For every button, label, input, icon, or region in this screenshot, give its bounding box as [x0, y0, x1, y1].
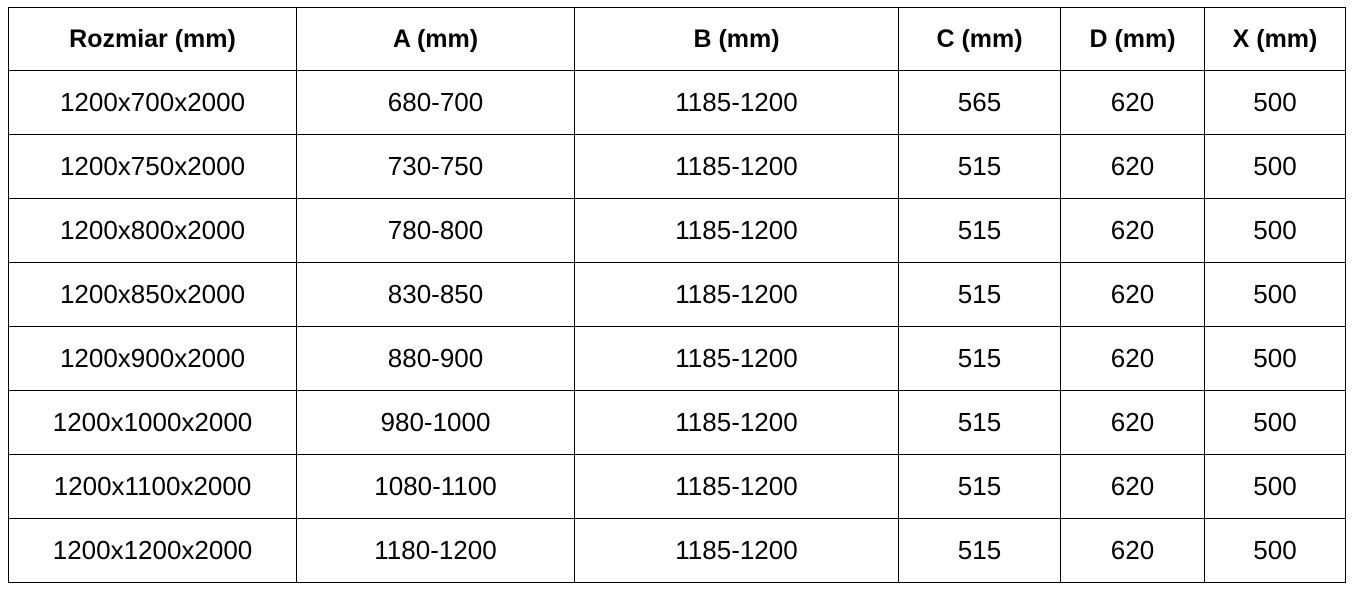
cell-size: 1200x800x2000 [8, 198, 297, 263]
cell-a: 730-750 [296, 134, 575, 199]
header-d: D (mm) [1060, 7, 1205, 71]
cell-c: 515 [898, 518, 1061, 583]
cell-a: 1180-1200 [296, 518, 575, 583]
cell-x: 500 [1204, 134, 1346, 199]
cell-x: 500 [1204, 454, 1346, 519]
cell-x: 500 [1204, 198, 1346, 263]
cell-c: 515 [898, 198, 1061, 263]
cell-b: 1185-1200 [574, 518, 899, 583]
cell-size: 1200x1100x2000 [8, 454, 297, 519]
cell-c: 515 [898, 390, 1061, 455]
cell-d: 620 [1060, 390, 1205, 455]
header-x: X (mm) [1204, 7, 1346, 71]
table-row: 1200x700x2000 680-700 1185-1200 565 620 500 [8, 70, 1346, 135]
cell-size: 1200x900x2000 [8, 326, 297, 391]
table-row: 1200x750x2000 730-750 1185-1200 515 620 500 [8, 134, 1346, 199]
cell-a: 980-1000 [296, 390, 575, 455]
cell-x: 500 [1204, 70, 1346, 135]
cell-size: 1200x750x2000 [8, 134, 297, 199]
cell-size: 1200x700x2000 [8, 70, 297, 135]
cell-b: 1185-1200 [574, 134, 899, 199]
cell-size: 1200x1000x2000 [8, 390, 297, 455]
cell-b: 1185-1200 [574, 262, 899, 327]
cell-x: 500 [1204, 518, 1346, 583]
cell-a: 1080-1100 [296, 454, 575, 519]
cell-a: 680-700 [296, 70, 575, 135]
cell-d: 620 [1060, 326, 1205, 391]
table-row: 1200x1200x2000 1180-1200 1185-1200 515 620 50… [8, 518, 1346, 583]
cell-b: 1185-1200 [574, 198, 899, 263]
table-row: 1200x1100x2000 1080-1100 1185-1200 515 620 50… [8, 454, 1346, 519]
cell-size: 1200x1200x2000 [8, 518, 297, 583]
cell-c: 515 [898, 262, 1061, 327]
cell-x: 500 [1204, 390, 1346, 455]
cell-c: 515 [898, 326, 1061, 391]
cell-d: 620 [1060, 198, 1205, 263]
cell-c: 515 [898, 134, 1061, 199]
cell-size: 1200x850x2000 [8, 262, 297, 327]
table-row: 1200x1000x2000 980-1000 1185-1200 515 620 500 [8, 390, 1346, 455]
cell-c: 565 [898, 70, 1061, 135]
cell-a: 780-800 [296, 198, 575, 263]
cell-b: 1185-1200 [574, 70, 899, 135]
header-a: A (mm) [296, 7, 575, 71]
cell-b: 1185-1200 [574, 326, 899, 391]
header-b: B (mm) [574, 7, 899, 71]
cell-d: 620 [1060, 70, 1205, 135]
cell-x: 500 [1204, 262, 1346, 327]
cell-d: 620 [1060, 518, 1205, 583]
cell-c: 515 [898, 454, 1061, 519]
header-c: C (mm) [898, 7, 1061, 71]
table-row: 1200x900x2000 880-900 1185-1200 515 620 500 [8, 326, 1346, 391]
table-row: 1200x850x2000 830-850 1185-1200 515 620 500 [8, 262, 1346, 327]
dimensions-table: Rozmiar (mm) A (mm) B (mm) C (mm) D (mm)… [8, 7, 1346, 583]
header-row: Rozmiar (mm) A (mm) B (mm) C (mm) D (mm)… [8, 7, 1346, 71]
cell-b: 1185-1200 [574, 390, 899, 455]
header-size: Rozmiar (mm) [8, 7, 297, 71]
cell-a: 830-850 [296, 262, 575, 327]
cell-d: 620 [1060, 262, 1205, 327]
table-row: 1200x800x2000 780-800 1185-1200 515 620 500 [8, 198, 1346, 263]
cell-a: 880-900 [296, 326, 575, 391]
cell-b: 1185-1200 [574, 454, 899, 519]
cell-d: 620 [1060, 454, 1205, 519]
cell-d: 620 [1060, 134, 1205, 199]
cell-x: 500 [1204, 326, 1346, 391]
